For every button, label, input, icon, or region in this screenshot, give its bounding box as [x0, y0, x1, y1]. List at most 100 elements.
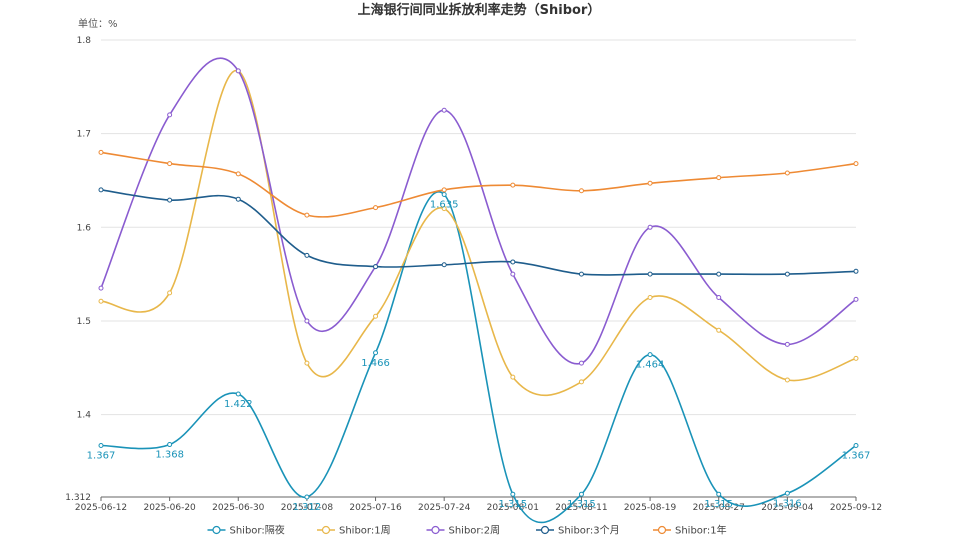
- data-point: [784, 490, 790, 496]
- y-tick-label: 1.7: [77, 130, 91, 140]
- data-point: [853, 296, 859, 302]
- data-label: 1.367: [87, 450, 116, 461]
- data-point: [784, 377, 790, 383]
- data-point: [304, 494, 310, 500]
- data-point: [510, 491, 516, 497]
- x-tick-label: 2025-08-19: [624, 503, 677, 513]
- grid: [101, 39, 856, 498]
- data-point: [578, 271, 584, 277]
- legend[interactable]: Shibor:隔夜 Shibor:1周 Shibor:2周 Shibor:3个月 Shi…: [207, 524, 727, 537]
- legend-label: Shibor:2周: [449, 525, 501, 537]
- unit-label: 单位：%: [78, 17, 118, 30]
- y-tick-label: 1.4: [77, 411, 92, 421]
- x-tick-label: 2025-07-24: [418, 503, 471, 513]
- data-point: [647, 224, 653, 230]
- data-point: [373, 313, 379, 319]
- data-point: [441, 192, 447, 198]
- data-point: [510, 259, 516, 265]
- data-label: 1.315: [567, 499, 596, 510]
- x-tick-label: 2025-08-27: [693, 503, 745, 513]
- labels-group: 1.367 1.368 1.422 1.312 1.466 1.635 1.315 1.315…: [87, 200, 871, 513]
- legend-label: Shibor:隔夜: [230, 524, 285, 537]
- x-tick-label: 2025-07-16: [349, 503, 402, 513]
- data-point: [98, 298, 104, 304]
- data-point: [304, 318, 310, 324]
- data-point: [441, 107, 447, 113]
- x-tick-label: 2025-08-01: [487, 503, 539, 513]
- data-label: 1.368: [155, 450, 184, 461]
- legend-swatch-circle: [657, 525, 667, 535]
- data-point: [784, 271, 790, 277]
- data-point: [784, 170, 790, 176]
- data-point: [235, 196, 241, 202]
- y-tick-label: 1.6: [77, 223, 92, 233]
- data-label: 1.316: [773, 498, 802, 509]
- data-label: 1.466: [361, 358, 390, 369]
- data-point: [578, 379, 584, 385]
- series-line-3: [100, 57, 857, 365]
- legend-swatch-circle: [431, 525, 440, 535]
- series-line-1: [100, 190, 857, 524]
- legend-item-3[interactable]: Shibor:2周: [426, 525, 501, 537]
- legend-swatch-circle: [212, 525, 221, 535]
- series-group: [98, 57, 859, 524]
- data-point: [853, 442, 859, 448]
- data-label: 1.367: [842, 450, 871, 461]
- data-point: [578, 491, 584, 497]
- data-point: [441, 262, 447, 268]
- legend-item-2[interactable]: Shibor:1周: [317, 525, 391, 537]
- legend-item-4[interactable]: Shibor:3个月: [536, 525, 620, 537]
- data-point: [235, 391, 241, 397]
- x-tick-label: 2025-09-12: [830, 503, 882, 513]
- x-tick-label: 2025-06-20: [143, 503, 196, 513]
- data-point: [853, 268, 859, 274]
- chart-title: 上海银行间同业拆放利率走势（Shibor）: [358, 2, 601, 18]
- data-point: [98, 149, 104, 155]
- x-tick-label: 2025-07-08: [281, 503, 334, 513]
- data-point: [98, 285, 104, 291]
- data-point: [98, 187, 104, 193]
- y-tick-label: 1.8: [77, 36, 92, 46]
- data-point: [167, 290, 173, 296]
- data-point: [647, 180, 653, 186]
- data-point: [373, 264, 379, 270]
- data-point: [235, 68, 241, 74]
- legend-swatch-circle: [540, 525, 550, 535]
- data-point: [647, 271, 653, 277]
- legend-label: Shibor:3个月: [558, 525, 620, 537]
- data-label: 1.464: [636, 360, 665, 371]
- x-tick-label: 2025-06-30: [212, 503, 265, 513]
- data-point: [373, 350, 379, 356]
- data-point: [578, 188, 584, 194]
- data-point: [235, 171, 241, 177]
- data-point: [716, 327, 722, 333]
- legend-item-5[interactable]: Shibor:1年: [653, 524, 727, 537]
- y-tick-label: 1.312: [65, 493, 91, 503]
- data-point: [304, 252, 310, 258]
- data-point: [167, 161, 173, 167]
- data-label: 1.312: [293, 502, 322, 513]
- data-point: [784, 341, 790, 347]
- legend-item-1[interactable]: Shibor:隔夜: [207, 524, 285, 537]
- series-line-5: [100, 151, 857, 218]
- data-point: [441, 187, 447, 193]
- data-label: 1.422: [224, 399, 253, 410]
- data-point: [647, 352, 653, 358]
- data-point: [373, 205, 379, 211]
- y-tick-label: 1.5: [77, 317, 91, 327]
- axes: 1.312 1.4 1.5 1.6 1.7 1.8 2025-06-12 2025-06-20…: [65, 36, 882, 513]
- legend-label: Shibor:1年: [675, 524, 727, 537]
- data-point: [441, 206, 447, 212]
- x-tick-label: 2025-06-12: [75, 503, 127, 513]
- data-label: 1.315: [498, 499, 527, 510]
- data-point: [304, 212, 310, 218]
- data-point: [510, 271, 516, 277]
- data-point: [853, 355, 859, 361]
- data-point: [304, 360, 310, 366]
- data-point: [510, 182, 516, 188]
- legend-swatch-circle: [321, 525, 331, 535]
- x-tick-label: 2025-08-11: [555, 503, 607, 513]
- data-point: [853, 161, 859, 167]
- series-line-4: [100, 189, 857, 276]
